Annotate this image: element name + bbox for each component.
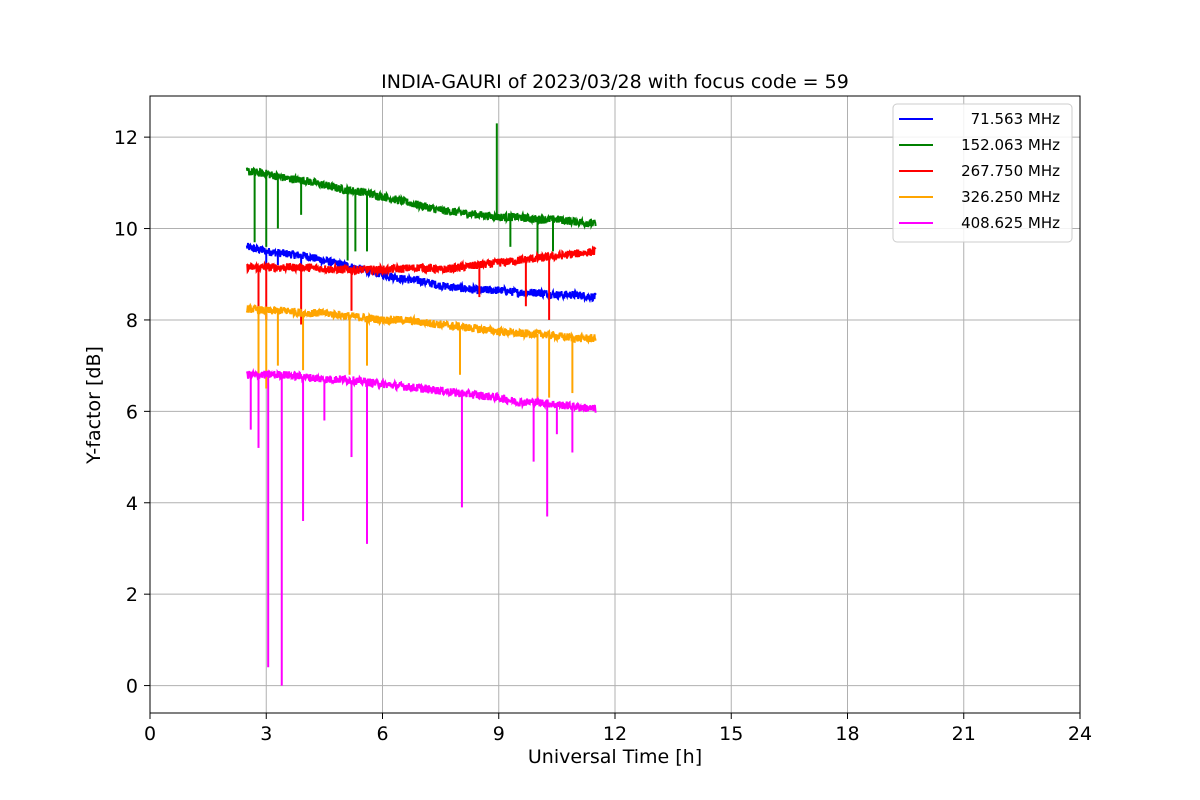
x-tick-label: 24 <box>1068 723 1092 745</box>
y-tick-label: 10 <box>114 219 138 241</box>
series-0 <box>245 242 597 304</box>
series-line <box>245 367 597 413</box>
grid <box>149 96 1081 713</box>
series-line <box>245 302 597 345</box>
x-tick-label: 18 <box>835 723 859 745</box>
legend-entry: 326.250 MHz <box>961 188 1060 206</box>
x-tick-label: 6 <box>376 723 388 745</box>
x-tick-label: 21 <box>952 723 976 745</box>
x-tick-label: 12 <box>603 723 627 745</box>
legend-entry: 408.625 MHz <box>961 214 1060 232</box>
legend: 71.563 MHz 152.063 MHz 267.750 MHz 326.250 … <box>892 103 1073 243</box>
x-tick-label: 15 <box>719 723 743 745</box>
series-line <box>245 242 597 304</box>
y-tick-label: 8 <box>126 310 138 332</box>
y-tick-label: 12 <box>114 127 138 149</box>
legend-entry: 71.563 MHz <box>971 110 1060 128</box>
y-tick-label: 6 <box>126 401 138 423</box>
series-4 <box>245 367 597 686</box>
x-tick-label: 0 <box>144 723 156 745</box>
series-line <box>245 166 597 230</box>
x-tick-label: 9 <box>493 723 505 745</box>
y-axis: 0 2 4 6 8 10 12 <box>114 127 150 698</box>
series-3 <box>245 302 597 403</box>
legend-box <box>892 103 1073 243</box>
y-axis-label: Y-factor [dB] <box>83 346 105 465</box>
legend-entry: 267.750 MHz <box>961 162 1060 180</box>
chart-title: INDIA-GAURI of 2023/03/28 with focus cod… <box>381 71 849 93</box>
legend-entry: 152.063 MHz <box>961 136 1060 154</box>
series-line <box>246 245 597 277</box>
series-layer <box>245 123 597 686</box>
series-1 <box>245 123 597 261</box>
y-tick-label: 2 <box>126 584 138 606</box>
y-tick-label: 0 <box>126 676 138 698</box>
x-axis: 0 3 6 9 12 15 18 21 24 <box>144 713 1092 745</box>
x-tick-label: 3 <box>260 723 272 745</box>
y-tick-label: 4 <box>126 493 138 515</box>
x-axis-label: Universal Time [h] <box>528 746 702 768</box>
